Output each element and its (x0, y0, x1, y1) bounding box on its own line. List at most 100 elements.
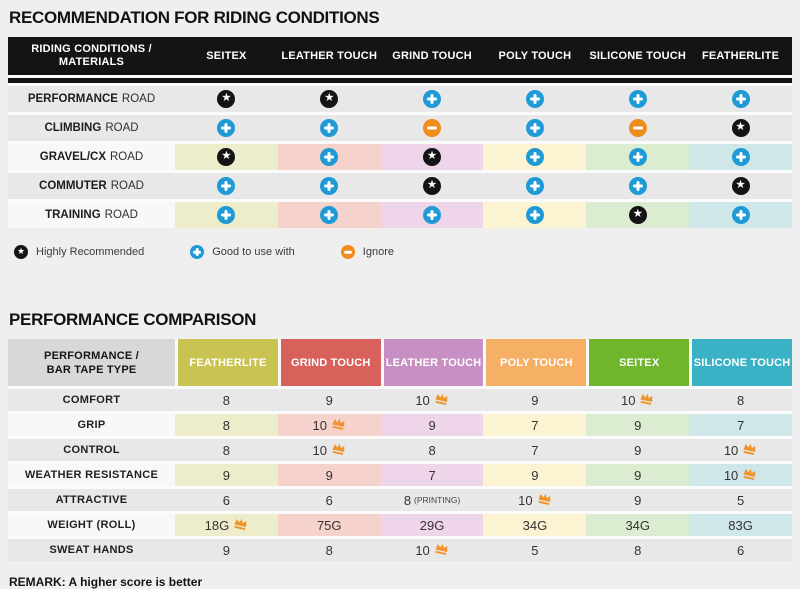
remark-note: REMARK: A higher score is better (9, 575, 203, 589)
bar-tape-column-header: GRIND TOUCH (277, 339, 381, 386)
rating-cell: ★ (586, 202, 690, 228)
header-divider-rule (8, 78, 792, 83)
score-value: 10 (312, 417, 327, 433)
score-value: 8 (634, 542, 642, 558)
rating-cell (175, 115, 278, 141)
ignore-minus-icon (340, 245, 355, 259)
icon-legend: ★ Highly Recommended Good to use with Ignor… (14, 244, 792, 260)
riding-condition-label: GRAVEL/CX ROAD (8, 144, 175, 170)
riding-condition-label: COMMUTER ROAD (8, 173, 175, 199)
condition-name: PERFORMANCE (27, 93, 118, 105)
score-cell: 9 (175, 539, 278, 561)
score-cell: 9 (277, 464, 381, 486)
score-cell: 7 (689, 414, 792, 436)
score-cell: 8 (277, 539, 381, 561)
score-cell: 9 (586, 414, 690, 436)
rating-cell (483, 144, 587, 170)
score-value: 10 (415, 542, 430, 558)
performance-metric-label: WEIGHT (ROLL) (8, 514, 175, 536)
bar-tape-column-header: SILICONE TOUCH (689, 339, 792, 386)
highly-recommended-star-icon: ★ (423, 148, 442, 166)
rating-cell: ★ (175, 86, 278, 112)
legend-label: Highly Recommended (36, 246, 145, 258)
good-to-use-plus-icon (525, 90, 544, 108)
score-cell: 18G (175, 514, 278, 536)
score-cell: 9 (586, 439, 690, 461)
score-value: 8 (222, 392, 231, 408)
good-to-use-plus-icon (525, 148, 544, 166)
rating-cell: ★ (689, 115, 792, 141)
rating-cell: ★ (380, 173, 484, 199)
good-to-use-plus-icon (628, 90, 647, 108)
header-line2: BAR TAPE TYPE (46, 363, 137, 376)
good-to-use-plus-icon (525, 177, 544, 195)
riding-conditions-header-cell: RIDING CONDITIONS / MATERIALS (8, 37, 175, 75)
good-to-use-plus-icon (525, 206, 544, 224)
material-column-header: FEATHERLITE (701, 50, 780, 62)
score-cell: 10 (380, 539, 484, 561)
score-value: 6 (222, 492, 231, 508)
performance-row: COMFORT 8 9 10 9 10 8 (8, 389, 792, 411)
performance-metric-label: CONTROL (8, 439, 175, 461)
score-cell: 8 (380, 439, 484, 461)
best-score-crown-icon (640, 393, 653, 405)
score-cell: 9 (586, 489, 690, 511)
performance-row: WEIGHT (ROLL) 18G 75G 29G 34G 34G 83G (8, 514, 792, 536)
rating-cell (586, 115, 690, 141)
good-to-use-plus-icon (423, 206, 442, 224)
score-cell: 75G (277, 514, 381, 536)
material-column-header: LEATHER TOUCH (281, 50, 378, 62)
score-value: 9 (325, 392, 333, 408)
good-to-use-plus-icon (320, 148, 339, 166)
score-value: 10 (312, 442, 327, 458)
good-to-use-plus-icon (731, 148, 750, 166)
material-column-header: GRIND TOUCH (392, 50, 472, 62)
good-to-use-plus-icon (217, 177, 236, 195)
score-cell: 6 (689, 539, 792, 561)
score-value: 5 (736, 492, 745, 508)
condition-name: TRAINING (45, 209, 101, 221)
header-line2: MATERIALS (58, 56, 125, 68)
rating-cell (689, 202, 792, 228)
score-value: 10 (518, 492, 533, 508)
highly-recommended-star-icon: ★ (423, 177, 442, 195)
highly-recommended-star-icon: ★ (731, 119, 750, 137)
score-value: 7 (736, 417, 745, 433)
highly-recommended-star-icon: ★ (217, 148, 236, 166)
rating-cell (380, 86, 484, 112)
rating-cell (483, 202, 587, 228)
score-cell: 10 (380, 389, 484, 411)
legend-item: ★ Highly Recommended (14, 245, 144, 259)
score-value: 9 (325, 467, 333, 483)
score-cell: 8 (175, 414, 278, 436)
best-score-crown-icon (332, 418, 345, 430)
recommendation-table-header: RIDING CONDITIONS / MATERIALS SEITEX LEAT… (8, 37, 792, 75)
highly-recommended-star-icon: ★ (14, 245, 28, 259)
score-value: 6 (736, 542, 745, 558)
condition-category: ROAD (110, 180, 144, 192)
legend-label: Ignore (362, 246, 394, 258)
score-value: 75G (316, 517, 342, 533)
performance-row: ATTRACTIVE 6 6 8 (PRINTING) 10 9 5 (8, 489, 792, 511)
rating-cell (277, 144, 381, 170)
good-to-use-plus-icon (731, 206, 750, 224)
performance-row: GRIP 8 10 9 7 9 7 (8, 414, 792, 436)
score-value: 8 (403, 492, 412, 508)
performance-row: WEATHER RESISTANCE 9 9 7 9 9 10 (8, 464, 792, 486)
riding-condition-label: CLIMBING ROAD (8, 115, 175, 141)
score-cell: 29G (380, 514, 484, 536)
performance-metric-label: WEATHER RESISTANCE (8, 464, 175, 486)
best-score-crown-icon (435, 393, 448, 405)
rating-cell: ★ (380, 144, 484, 170)
score-value: 7 (531, 442, 539, 458)
score-value: 8 (736, 392, 745, 408)
score-value: 9 (531, 392, 539, 408)
rating-cell (586, 86, 690, 112)
score-value: 9 (634, 492, 642, 508)
performance-metric-label: COMFORT (8, 389, 175, 411)
performance-metric-label: SWEAT HANDS (8, 539, 175, 561)
score-value: 6 (325, 492, 333, 508)
score-cell: 5 (689, 489, 792, 511)
performance-table: PERFORMANCE / BAR TAPE TYPE FEATHERLITE G… (8, 339, 792, 561)
